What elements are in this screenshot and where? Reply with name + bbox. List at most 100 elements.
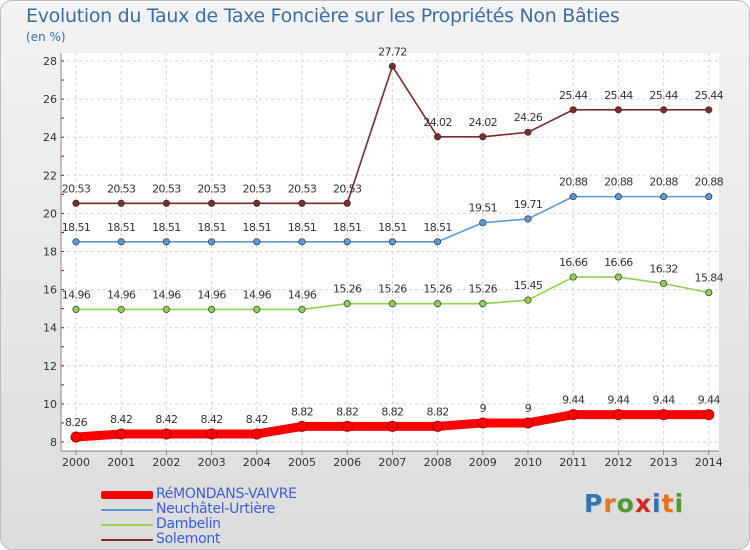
series — [70, 62, 715, 443]
data-point-solemont — [434, 133, 442, 141]
logo-letter: t — [661, 489, 675, 518]
data-label-remondans: 8.26 — [65, 416, 88, 429]
data-point-neuchatel — [614, 193, 622, 201]
data-label-dambelin: 15.26 — [469, 283, 498, 296]
data-label-solemont: 20.53 — [288, 182, 317, 195]
data-point-remondans — [70, 431, 82, 443]
data-point-remondans — [432, 420, 444, 432]
data-point-remondans — [296, 420, 308, 432]
data-label-remondans: 9.44 — [562, 394, 585, 407]
legend-item-neuchatel[interactable]: Neuchâtel-Urtière — [101, 501, 361, 517]
data-label-neuchatel: 18.51 — [62, 221, 91, 234]
y-tick-label: 16 — [43, 284, 57, 297]
x-tick-label: 2007 — [378, 456, 406, 469]
legend-item-dambelin[interactable]: Dambelin — [101, 516, 361, 532]
data-point-remondans — [612, 409, 624, 421]
data-label-solemont: 27.72 — [378, 45, 407, 58]
data-point-solemont — [253, 199, 261, 207]
data-label-remondans: 8.82 — [291, 405, 313, 418]
x-tick-label: 2011 — [559, 456, 587, 469]
data-point-solemont — [72, 199, 80, 207]
data-point-neuchatel — [434, 238, 442, 246]
data-label-solemont: 24.02 — [469, 116, 498, 129]
data-label-solemont: 25.44 — [559, 89, 588, 102]
data-label-solemont: 24.02 — [423, 116, 452, 129]
data-label-dambelin: 14.96 — [107, 288, 136, 301]
data-label-dambelin: 15.26 — [423, 283, 452, 296]
data-label-neuchatel: 19.71 — [514, 198, 543, 211]
data-point-dambelin — [117, 305, 125, 313]
x-tick-label: 2002 — [152, 456, 180, 469]
data-label-solemont: 25.44 — [604, 89, 633, 102]
legend-item-remondans[interactable]: RéMONDANS-VAIVRE — [101, 486, 361, 502]
legend: RéMONDANS-VAIVRE Neuchâtel-Urtière Dambe… — [101, 486, 361, 547]
data-label-neuchatel: 19.51 — [469, 202, 498, 215]
y-tick-label: 24 — [43, 131, 57, 144]
data-label-neuchatel: 18.51 — [152, 221, 181, 234]
data-point-dambelin — [524, 296, 532, 304]
data-point-dambelin — [208, 305, 216, 313]
data-label-remondans: 8.82 — [336, 405, 358, 418]
data-point-dambelin — [388, 300, 396, 308]
data-point-neuchatel — [569, 193, 577, 201]
data-label-remondans: 9.44 — [653, 394, 676, 407]
data-label-neuchatel: 18.51 — [243, 221, 272, 234]
data-point-remondans — [386, 420, 398, 432]
data-label-remondans: 8.82 — [381, 405, 403, 418]
data-point-remondans — [251, 428, 263, 440]
data-label-solemont: 20.53 — [62, 182, 91, 195]
legend-label-dambelin: Dambelin — [156, 516, 221, 532]
axes: 8 10 12 14 16 18 20 22 24 26 28 2000 2001 2002 2003 200… — [43, 53, 723, 469]
data-label-remondans: 8.42 — [246, 413, 268, 426]
data-point-dambelin — [434, 300, 442, 308]
data-point-dambelin — [72, 305, 80, 313]
x-tick-label: 2009 — [469, 456, 497, 469]
logo-letter: r — [603, 489, 617, 518]
data-labels: 8.26 8.42 8.42 8.42 8.42 8.82 8.82 8.82 8.82 9 9 9.… — [62, 45, 724, 429]
data-label-dambelin: 15.84 — [695, 272, 724, 285]
data-point-solemont — [569, 106, 577, 114]
data-point-neuchatel — [208, 238, 216, 246]
data-label-neuchatel: 18.51 — [107, 221, 136, 234]
data-label-solemont: 20.53 — [107, 182, 136, 195]
x-tick-label: 2001 — [107, 456, 135, 469]
data-point-solemont — [343, 199, 351, 207]
y-tick-label: 12 — [43, 360, 57, 373]
data-point-solemont — [298, 199, 306, 207]
x-tick-label: 2012 — [604, 456, 632, 469]
data-point-remondans — [115, 428, 127, 440]
data-point-solemont — [162, 199, 170, 207]
y-tick-label: 8 — [50, 436, 57, 449]
data-point-remondans — [206, 428, 218, 440]
data-label-neuchatel: 20.88 — [559, 176, 588, 189]
data-point-dambelin — [479, 300, 487, 308]
data-point-solemont — [388, 62, 396, 70]
data-label-dambelin: 15.45 — [514, 279, 543, 292]
data-point-remondans — [477, 417, 489, 429]
data-label-neuchatel: 18.51 — [378, 221, 407, 234]
data-label-solemont: 25.44 — [649, 89, 678, 102]
data-point-neuchatel — [343, 238, 351, 246]
x-tick-label: 2003 — [198, 456, 226, 469]
data-label-dambelin: 16.32 — [649, 263, 678, 276]
data-label-solemont: 24.26 — [514, 111, 543, 124]
legend-swatch-dambelin — [101, 524, 153, 526]
x-tick-label: 2005 — [288, 456, 316, 469]
data-label-neuchatel: 18.51 — [333, 221, 362, 234]
legend-swatch-neuchatel — [101, 509, 153, 511]
data-label-remondans: 8.42 — [110, 413, 132, 426]
legend-item-solemont[interactable]: Solemont — [101, 531, 361, 547]
y-tick-label: 10 — [43, 398, 57, 411]
data-point-solemont — [660, 106, 668, 114]
logo-letter: i — [652, 489, 662, 518]
x-tick-label: 2014 — [695, 456, 723, 469]
data-label-dambelin: 15.26 — [333, 283, 362, 296]
logo-letter: o — [616, 489, 635, 518]
legend-label-solemont: Solemont — [156, 531, 221, 547]
x-tick-label: 2006 — [333, 456, 361, 469]
data-point-neuchatel — [162, 238, 170, 246]
data-label-remondans: 8.42 — [155, 413, 177, 426]
data-point-remondans — [160, 428, 172, 440]
data-point-dambelin — [298, 305, 306, 313]
